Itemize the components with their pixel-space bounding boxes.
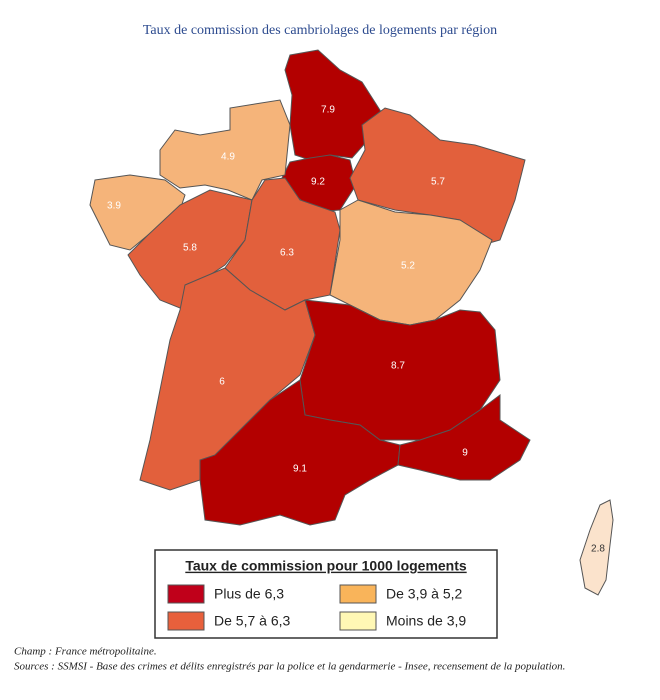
region-value: 9.1 <box>293 464 307 475</box>
legend-swatch <box>167 584 205 604</box>
region-value: 8.7 <box>391 361 405 372</box>
legend-box <box>154 549 498 639</box>
region-value: 2.8 <box>591 544 605 555</box>
region <box>397 394 531 481</box>
region-value: 9.2 <box>311 177 325 188</box>
region <box>159 99 291 201</box>
note: Champ : France métropolitaine. <box>14 646 157 658</box>
title: Taux de commission des cambriolages de l… <box>143 23 497 38</box>
region-value: 3.9 <box>107 201 121 212</box>
region-value: 6.3 <box>280 248 294 259</box>
region-value: 7.9 <box>321 105 335 116</box>
region <box>329 199 493 326</box>
legend-title: Taux de commission pour 1000 logements <box>185 558 467 574</box>
region-value: 5.7 <box>431 177 445 188</box>
region <box>199 379 401 526</box>
legend-label: Moins de 3,9 <box>386 613 466 629</box>
legend-label: Plus de 6,3 <box>214 586 284 602</box>
legend-swatch <box>339 584 377 604</box>
region-value: 4.9 <box>221 152 235 163</box>
legend-label: De 3,9 à 5,2 <box>386 586 462 602</box>
legend-label: De 5,7 à 6,3 <box>214 613 290 629</box>
region <box>579 499 614 596</box>
legend-swatch <box>339 611 377 631</box>
region-value: 9 <box>462 448 468 459</box>
region <box>284 49 386 161</box>
region-value: 5.2 <box>401 261 415 272</box>
region-value: 6 <box>219 377 225 388</box>
note: Sources : SSMSI - Base des crimes et dél… <box>14 661 565 673</box>
legend-swatch <box>167 611 205 631</box>
region-value: 5.8 <box>183 243 197 254</box>
